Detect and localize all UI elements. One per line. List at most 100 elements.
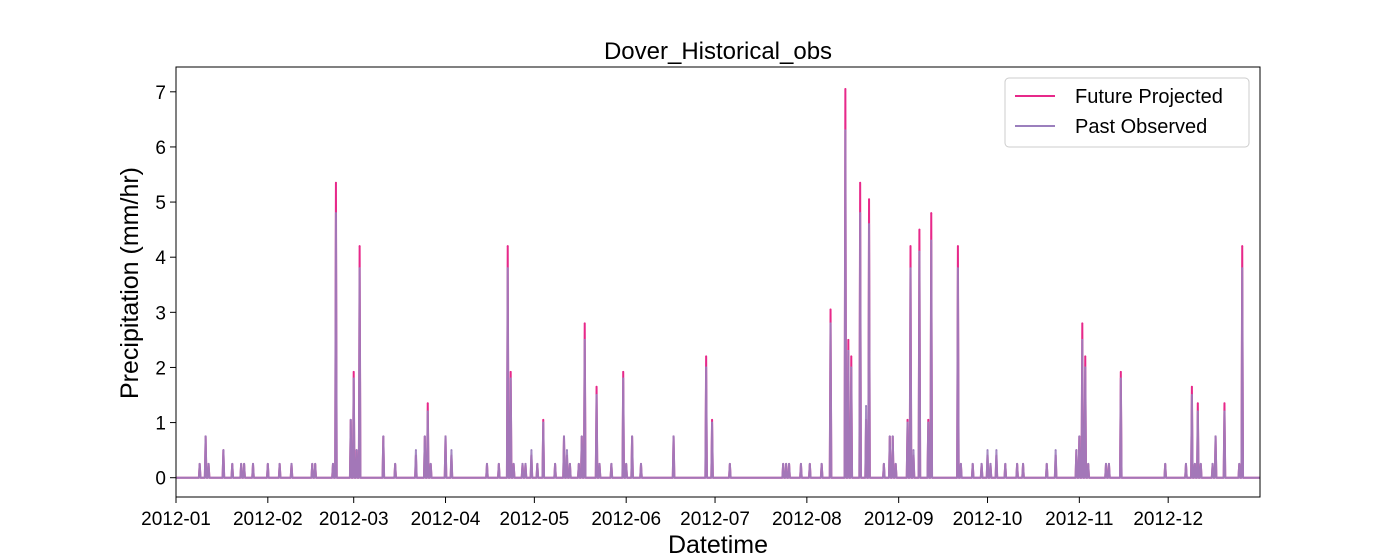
x-tick-label: 2012-02 — [233, 509, 303, 530]
data-point-past-observed — [847, 350, 850, 352]
x-tick-label: 2012-11 — [1045, 509, 1113, 530]
data-point-past-observed — [1238, 463, 1241, 465]
data-point-future-projected — [1084, 355, 1087, 358]
data-point-past-observed — [930, 239, 933, 242]
data-point-past-observed — [332, 463, 334, 465]
data-point-past-observed — [415, 449, 417, 452]
data-point-past-observed — [536, 463, 539, 465]
data-point-past-observed — [426, 410, 429, 413]
data-point-past-observed — [311, 463, 314, 465]
y-axis: 0 1 2 3 4 5 6 7 — [155, 83, 176, 490]
data-point-past-observed — [580, 435, 583, 438]
data-point-past-observed — [542, 421, 545, 424]
data-point-past-observed — [240, 463, 243, 465]
series-past-observed — [176, 129, 1260, 479]
x-tick-label: 2012-04 — [411, 509, 481, 530]
data-point-future-projected — [909, 245, 912, 248]
y-tick-label: 2 — [155, 358, 166, 379]
data-point-past-observed — [672, 435, 675, 438]
data-point-past-observed — [1199, 463, 1202, 465]
data-point-past-observed — [1108, 463, 1110, 465]
x-tick-label: 2012-05 — [500, 509, 570, 530]
data-point-past-observed — [1223, 410, 1226, 413]
data-point-future-projected — [1196, 402, 1199, 405]
data-point-past-observed — [888, 435, 891, 438]
data-point-past-observed — [1164, 463, 1167, 465]
data-point-future-projected — [859, 181, 862, 184]
data-point-past-observed — [598, 463, 601, 465]
data-point-future-projected — [847, 338, 850, 341]
data-point-future-projected — [927, 418, 930, 421]
x-tick-label: 2012-10 — [953, 509, 1023, 530]
data-point-past-observed — [1084, 366, 1087, 369]
data-point-future-projected — [335, 181, 337, 184]
data-point-past-observed — [980, 463, 983, 465]
data-point-past-observed — [927, 421, 930, 424]
data-point-future-projected — [426, 402, 429, 405]
data-point-past-observed — [486, 463, 488, 465]
y-tick-label: 6 — [155, 138, 166, 159]
data-point-past-observed — [524, 463, 527, 465]
data-point-future-projected — [1241, 245, 1244, 248]
data-point-past-observed — [891, 435, 894, 438]
data-point-past-observed — [894, 463, 897, 465]
data-point-past-observed — [829, 322, 832, 325]
data-point-past-observed — [207, 463, 210, 465]
data-point-past-observed — [1016, 463, 1019, 465]
data-point-past-observed — [711, 421, 713, 424]
data-point-past-observed — [266, 463, 269, 465]
data-point-future-projected — [705, 355, 708, 358]
data-point-future-projected — [509, 370, 512, 373]
data-point-past-observed — [1054, 449, 1057, 452]
data-point-past-observed — [785, 463, 788, 465]
y-axis-title: Precipitation (mm/hr) — [116, 167, 144, 399]
data-point-past-observed — [800, 463, 802, 465]
data-point-future-projected — [1081, 322, 1084, 325]
data-point-past-observed — [1241, 267, 1244, 270]
data-point-past-observed — [521, 463, 524, 465]
data-point-past-observed — [1119, 377, 1122, 380]
data-point-past-observed — [583, 338, 586, 341]
data-point-past-observed — [844, 129, 847, 132]
data-point-future-projected — [352, 370, 355, 373]
x-tick-label: 2012-07 — [680, 509, 750, 530]
data-point-past-observed — [1022, 463, 1024, 465]
legend-box — [1004, 77, 1250, 148]
data-point-past-observed — [705, 366, 708, 369]
plot-area — [176, 88, 1260, 479]
data-point-future-projected — [583, 322, 586, 325]
data-point-past-observed — [204, 435, 207, 438]
data-point-future-projected — [622, 370, 625, 373]
y-tick-label: 7 — [155, 83, 166, 104]
data-point-future-projected — [506, 245, 509, 248]
data-point-past-observed — [808, 463, 811, 465]
legend-label-past-observed: Past Observed — [1075, 116, 1207, 138]
data-point-future-projected — [595, 385, 598, 388]
data-point-past-observed — [290, 463, 293, 465]
data-point-future-projected — [906, 418, 909, 421]
data-point-past-observed — [314, 463, 317, 465]
data-point-past-observed — [198, 463, 201, 465]
data-point-past-observed — [358, 267, 361, 270]
data-point-past-observed — [512, 463, 515, 465]
data-point-future-projected — [918, 228, 921, 231]
y-tick-label: 3 — [155, 303, 166, 324]
data-point-past-observed — [1078, 435, 1081, 438]
data-point-past-observed — [912, 449, 915, 452]
data-point-past-observed — [349, 418, 352, 421]
data-point-past-observed — [1045, 463, 1048, 465]
data-point-future-projected — [850, 355, 853, 358]
x-tick-label: 2012-12 — [1133, 509, 1203, 530]
data-point-past-observed — [918, 250, 921, 253]
y-tick-label: 1 — [155, 414, 166, 435]
data-point-past-observed — [971, 463, 974, 465]
data-point-past-observed — [506, 267, 509, 270]
data-point-past-observed — [850, 366, 853, 369]
data-point-past-observed — [865, 405, 867, 407]
data-point-past-observed — [352, 377, 355, 380]
data-point-past-observed — [995, 449, 998, 452]
data-point-past-observed — [1193, 463, 1196, 465]
data-point-past-observed — [243, 463, 246, 465]
x-tick-label: 2012-03 — [319, 509, 389, 530]
